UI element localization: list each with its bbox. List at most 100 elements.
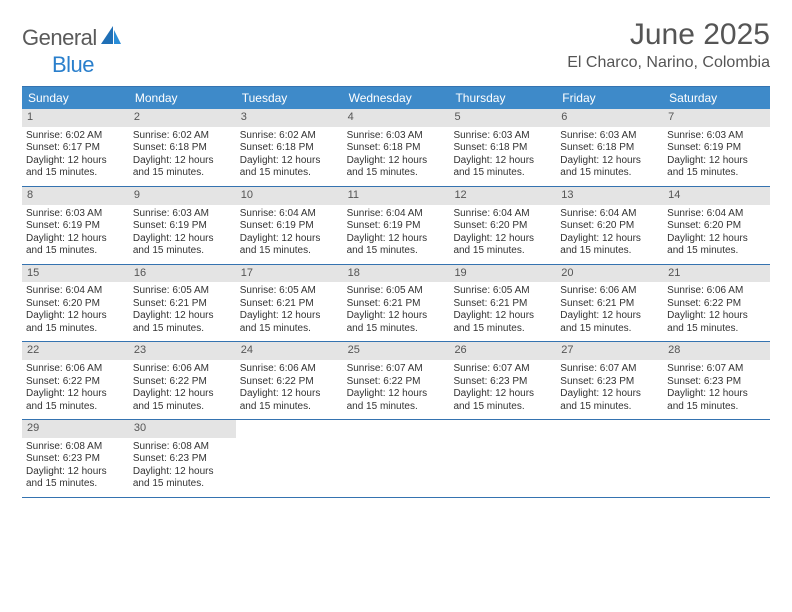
sunset-text: Sunset: 6:18 PM: [453, 142, 552, 155]
sunset-text: Sunset: 6:18 PM: [347, 142, 446, 155]
day-cell: 1Sunrise: 6:02 AMSunset: 6:17 PMDaylight…: [22, 109, 129, 186]
day-cell: 22Sunrise: 6:06 AMSunset: 6:22 PMDayligh…: [22, 342, 129, 419]
sunrise-text: Sunrise: 6:07 AM: [453, 363, 552, 376]
sunrise-text: Sunrise: 6:04 AM: [453, 208, 552, 221]
daylight-text: Daylight: 12 hours and 15 minutes.: [133, 155, 232, 180]
sail-icon: [99, 24, 123, 51]
sunset-text: Sunset: 6:21 PM: [560, 298, 659, 311]
weekday-friday: Friday: [556, 87, 663, 109]
sunrise-text: Sunrise: 6:06 AM: [240, 363, 339, 376]
sunrise-text: Sunrise: 6:03 AM: [453, 130, 552, 143]
daylight-text: Daylight: 12 hours and 15 minutes.: [133, 233, 232, 258]
day-number: 26: [449, 342, 556, 360]
day-cell: 25Sunrise: 6:07 AMSunset: 6:22 PMDayligh…: [343, 342, 450, 419]
daylight-text: Daylight: 12 hours and 15 minutes.: [133, 388, 232, 413]
sunset-text: Sunset: 6:19 PM: [133, 220, 232, 233]
sunset-text: Sunset: 6:18 PM: [133, 142, 232, 155]
daylight-text: Daylight: 12 hours and 15 minutes.: [133, 466, 232, 491]
week-row: 22Sunrise: 6:06 AMSunset: 6:22 PMDayligh…: [22, 342, 770, 420]
day-number: 3: [236, 109, 343, 127]
sunrise-text: Sunrise: 6:03 AM: [347, 130, 446, 143]
sunset-text: Sunset: 6:19 PM: [667, 142, 766, 155]
sunrise-text: Sunrise: 6:05 AM: [453, 285, 552, 298]
empty-cell: [449, 420, 556, 497]
daylight-text: Daylight: 12 hours and 15 minutes.: [560, 233, 659, 258]
daylight-text: Daylight: 12 hours and 15 minutes.: [453, 155, 552, 180]
daylight-text: Daylight: 12 hours and 15 minutes.: [560, 388, 659, 413]
sunset-text: Sunset: 6:19 PM: [26, 220, 125, 233]
daylight-text: Daylight: 12 hours and 15 minutes.: [26, 388, 125, 413]
day-cell: 17Sunrise: 6:05 AMSunset: 6:21 PMDayligh…: [236, 265, 343, 342]
weekday-wednesday: Wednesday: [343, 87, 450, 109]
sunrise-text: Sunrise: 6:07 AM: [560, 363, 659, 376]
weekday-header-row: Sunday Monday Tuesday Wednesday Thursday…: [22, 87, 770, 109]
day-cell: 2Sunrise: 6:02 AMSunset: 6:18 PMDaylight…: [129, 109, 236, 186]
weekday-tuesday: Tuesday: [236, 87, 343, 109]
sunset-text: Sunset: 6:22 PM: [26, 376, 125, 389]
day-cell: 19Sunrise: 6:05 AMSunset: 6:21 PMDayligh…: [449, 265, 556, 342]
daylight-text: Daylight: 12 hours and 15 minutes.: [453, 233, 552, 258]
day-number: 24: [236, 342, 343, 360]
day-cell: 26Sunrise: 6:07 AMSunset: 6:23 PMDayligh…: [449, 342, 556, 419]
sunset-text: Sunset: 6:22 PM: [347, 376, 446, 389]
brand-word-general: General: [22, 25, 97, 51]
sunrise-text: Sunrise: 6:04 AM: [240, 208, 339, 221]
day-number: 23: [129, 342, 236, 360]
sunrise-text: Sunrise: 6:06 AM: [133, 363, 232, 376]
day-cell: 6Sunrise: 6:03 AMSunset: 6:18 PMDaylight…: [556, 109, 663, 186]
day-cell: 27Sunrise: 6:07 AMSunset: 6:23 PMDayligh…: [556, 342, 663, 419]
weekday-monday: Monday: [129, 87, 236, 109]
day-cell: 29Sunrise: 6:08 AMSunset: 6:23 PMDayligh…: [22, 420, 129, 497]
day-cell: 12 Sunrise: 6:04 AMSunset: 6:20 PMDayligh…: [449, 187, 556, 264]
sunrise-text: Sunrise: 6:04 AM: [560, 208, 659, 221]
sunset-text: Sunset: 6:23 PM: [26, 453, 125, 466]
title-block: June 2025 El Charco, Narino, Colombia: [567, 18, 770, 72]
day-number: 17: [236, 265, 343, 283]
daylight-text: Daylight: 12 hours and 15 minutes.: [26, 233, 125, 258]
empty-cell: [236, 420, 343, 497]
day-number: 11: [343, 187, 450, 205]
sunset-text: Sunset: 6:19 PM: [347, 220, 446, 233]
sunrise-text: Sunrise: 6:07 AM: [667, 363, 766, 376]
week-row: 15Sunrise: 6:04 AMSunset: 6:20 PMDayligh…: [22, 265, 770, 343]
sunset-text: Sunset: 6:21 PM: [347, 298, 446, 311]
day-cell: 21Sunrise: 6:06 AMSunset: 6:22 PMDayligh…: [663, 265, 770, 342]
day-number: 16: [129, 265, 236, 283]
sunrise-text: Sunrise: 6:04 AM: [26, 285, 125, 298]
sunrise-text: Sunrise: 6:06 AM: [560, 285, 659, 298]
sunrise-text: Sunrise: 6:03 AM: [560, 130, 659, 143]
sunset-text: Sunset: 6:18 PM: [240, 142, 339, 155]
sunrise-text: Sunrise: 6:08 AM: [26, 441, 125, 454]
daylight-text: Daylight: 12 hours and 15 minutes.: [667, 155, 766, 180]
day-number: 8: [22, 187, 129, 205]
day-number: 12: [449, 187, 556, 205]
sunrise-text: Sunrise: 6:02 AM: [133, 130, 232, 143]
day-cell: 4Sunrise: 6:03 AMSunset: 6:18 PMDaylight…: [343, 109, 450, 186]
weekday-thursday: Thursday: [449, 87, 556, 109]
day-number: 25: [343, 342, 450, 360]
sunset-text: Sunset: 6:22 PM: [667, 298, 766, 311]
daylight-text: Daylight: 12 hours and 15 minutes.: [240, 310, 339, 335]
daylight-text: Daylight: 12 hours and 15 minutes.: [667, 233, 766, 258]
sunset-text: Sunset: 6:23 PM: [453, 376, 552, 389]
weekday-sunday: Sunday: [22, 87, 129, 109]
daylight-text: Daylight: 12 hours and 15 minutes.: [347, 310, 446, 335]
day-cell: 20Sunrise: 6:06 AMSunset: 6:21 PMDayligh…: [556, 265, 663, 342]
weekday-saturday: Saturday: [663, 87, 770, 109]
daylight-text: Daylight: 12 hours and 15 minutes.: [26, 310, 125, 335]
daylight-text: Daylight: 12 hours and 15 minutes.: [347, 155, 446, 180]
sunset-text: Sunset: 6:20 PM: [453, 220, 552, 233]
day-cell: 10Sunrise: 6:04 AMSunset: 6:19 PMDayligh…: [236, 187, 343, 264]
day-cell: 8Sunrise: 6:03 AMSunset: 6:19 PMDaylight…: [22, 187, 129, 264]
day-number: 13: [556, 187, 663, 205]
week-row: 29Sunrise: 6:08 AMSunset: 6:23 PMDayligh…: [22, 420, 770, 498]
day-cell: 18Sunrise: 6:05 AMSunset: 6:21 PMDayligh…: [343, 265, 450, 342]
sunrise-text: Sunrise: 6:04 AM: [347, 208, 446, 221]
sunset-text: Sunset: 6:23 PM: [133, 453, 232, 466]
day-number: 27: [556, 342, 663, 360]
sunrise-text: Sunrise: 6:08 AM: [133, 441, 232, 454]
day-cell: 14Sunrise: 6:04 AMSunset: 6:20 PMDayligh…: [663, 187, 770, 264]
location-subtitle: El Charco, Narino, Colombia: [567, 54, 770, 72]
calendar-table: Sunday Monday Tuesday Wednesday Thursday…: [22, 86, 770, 498]
day-number: 9: [129, 187, 236, 205]
